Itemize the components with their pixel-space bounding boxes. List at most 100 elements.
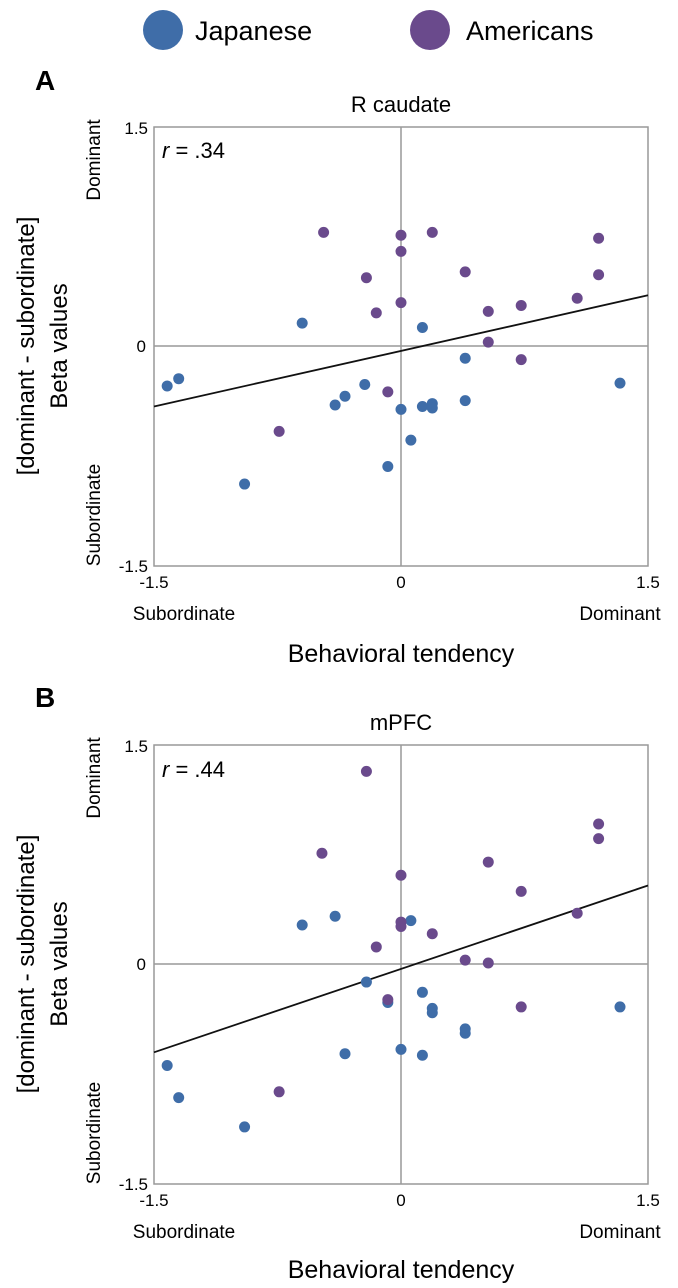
panel-a-title: R caudate <box>351 92 451 117</box>
panel-b-point-americans-2 <box>360 765 372 777</box>
panel-b-points <box>161 765 626 1133</box>
panel-a-point-japanese-8 <box>395 403 407 415</box>
panel-a-r-symbol: r <box>162 138 171 163</box>
panel-b-point-japanese-9 <box>405 915 417 927</box>
panel-a-y-dominant-label: Dominant <box>84 119 105 201</box>
panel-b-point-japanese-3 <box>296 919 308 931</box>
panel-b-point-americans-5 <box>395 869 407 881</box>
panel-b-ytick-top: 1.5 <box>124 737 148 756</box>
panel-a-point-japanese-11 <box>416 400 428 412</box>
panel-a-ylabel-line2: Beta values <box>46 283 73 408</box>
panel-a-point-americans-0 <box>273 425 285 437</box>
panel-a-point-americans-5 <box>395 229 407 241</box>
panel-b-point-americans-12 <box>515 885 527 897</box>
panel-b-point-americans-13 <box>515 1001 527 1013</box>
panel-b-point-japanese-8 <box>395 1043 407 1055</box>
panel-b-point-americans-1 <box>316 847 328 859</box>
panel-b-r-symbol: r <box>162 757 171 782</box>
panel-a-letter: A <box>35 65 55 96</box>
legend-marker-americans <box>410 10 450 50</box>
panel-a-point-americans-2 <box>360 272 372 284</box>
panel-b-point-japanese-10 <box>416 986 428 998</box>
panel-a-r-annotation: r = .34 <box>162 138 225 163</box>
panel-b-r-annotation: r = .44 <box>162 757 225 782</box>
panel-b-ytick-zero: 0 <box>137 955 146 974</box>
panel-a-point-japanese-9 <box>405 434 417 446</box>
panel-b-point-americans-14 <box>571 907 583 919</box>
panel-b-point-americans-3 <box>370 941 382 953</box>
panel-b-letter: B <box>35 682 55 713</box>
legend-label-americans: Americans <box>466 16 594 46</box>
panel-a-point-americans-7 <box>395 297 407 309</box>
panel-b-xtick-left: -1.5 <box>139 1191 168 1210</box>
panel-b-point-japanese-15 <box>459 1027 471 1039</box>
panel-a-point-americans-10 <box>482 305 494 317</box>
panel-a-point-americans-6 <box>395 245 407 257</box>
panel-b-fit-line <box>153 884 649 1054</box>
panel-a-ytick-bottom: -1.5 <box>119 557 148 576</box>
panel-b-point-americans-16 <box>593 833 605 845</box>
panel-b-point-japanese-4 <box>329 910 341 922</box>
panel-b-ylabel-line1: [dominant - subordinate] <box>13 835 40 1094</box>
panel-a-point-americans-15 <box>593 232 605 244</box>
legend-label-japanese: Japanese <box>195 16 312 46</box>
panel-b-point-japanese-1 <box>173 1092 185 1104</box>
panel-b-point-japanese-5 <box>339 1048 351 1060</box>
panel-a-point-americans-16 <box>593 269 605 281</box>
panel-b-point-americans-7 <box>395 920 407 932</box>
panel-a-xtick-left: -1.5 <box>139 573 168 592</box>
panel-a-point-japanese-13 <box>426 402 438 414</box>
panel-b-point-japanese-2 <box>239 1121 251 1133</box>
panel-a-xlabel: Behavioral tendency <box>288 640 515 668</box>
panel-a-xtick-right: 1.5 <box>636 573 660 592</box>
panel-a-point-japanese-1 <box>173 373 185 385</box>
panel-b-point-japanese-16 <box>614 1001 626 1013</box>
panel-a-point-japanese-5 <box>339 390 351 402</box>
panel-a-point-americans-4 <box>382 386 394 398</box>
panel-b: B mPFC r = .44 1.5 0 -1.5 -1.5 0 1.5 Sub… <box>13 682 661 1284</box>
panel-a-y-subordinate-label: Subordinate <box>84 464 105 566</box>
panel-b-title: mPFC <box>370 710 432 735</box>
panel-b-xtick-zero: 0 <box>396 1191 405 1210</box>
panel-a-ylabel-line1: [dominant - subordinate] <box>13 217 40 476</box>
panel-a-point-japanese-10 <box>416 321 428 333</box>
panel-a-xtick-zero: 0 <box>396 573 405 592</box>
panel-a-point-americans-1 <box>318 226 330 238</box>
panel-b-point-americans-11 <box>482 957 494 969</box>
panel-b-x-dominant-label: Dominant <box>579 1222 661 1243</box>
panel-a-points <box>161 226 626 490</box>
panel-a-ytick-top: 1.5 <box>124 119 148 138</box>
panel-a-point-japanese-15 <box>459 395 471 407</box>
panel-b-ytick-bottom: -1.5 <box>119 1175 148 1194</box>
panel-a-point-japanese-7 <box>382 460 394 472</box>
panel-a-point-japanese-6 <box>359 379 371 391</box>
panel-b-point-americans-0 <box>273 1086 285 1098</box>
panel-a-point-japanese-16 <box>614 377 626 389</box>
panel-b-point-japanese-6 <box>360 976 372 988</box>
panel-a-point-americans-14 <box>571 292 583 304</box>
legend-marker-japanese <box>143 10 183 50</box>
panel-b-point-americans-4 <box>382 994 394 1006</box>
panel-b-xtick-right: 1.5 <box>636 1191 660 1210</box>
panel-a: A R caudate r = .34 1.5 0 -1.5 -1.5 0 1.… <box>13 65 661 668</box>
panel-a-point-americans-9 <box>459 266 471 278</box>
panel-b-y-dominant-label: Dominant <box>84 737 105 819</box>
panel-b-point-japanese-11 <box>416 1049 428 1061</box>
panel-b-x-subordinate-label: Subordinate <box>133 1222 235 1243</box>
panel-a-point-americans-13 <box>515 354 527 366</box>
panel-b-ylabel-line2: Beta values <box>46 901 73 1026</box>
panel-a-point-americans-12 <box>515 300 527 312</box>
panel-b-point-americans-9 <box>459 954 471 966</box>
panel-b-point-japanese-13 <box>426 1007 438 1019</box>
panel-b-point-japanese-0 <box>161 1059 173 1071</box>
panel-a-point-japanese-14 <box>459 352 471 364</box>
panel-a-x-subordinate-label: Subordinate <box>133 604 235 625</box>
panel-a-point-americans-3 <box>370 307 382 319</box>
panel-a-point-japanese-2 <box>239 478 251 490</box>
panel-b-xlabel: Behavioral tendency <box>288 1256 515 1284</box>
panel-a-point-americans-8 <box>426 226 438 238</box>
panel-b-point-americans-8 <box>426 928 438 940</box>
panel-b-y-subordinate-label: Subordinate <box>84 1082 105 1184</box>
panel-b-point-americans-15 <box>593 818 605 830</box>
panel-a-r-value: = .34 <box>169 138 225 163</box>
